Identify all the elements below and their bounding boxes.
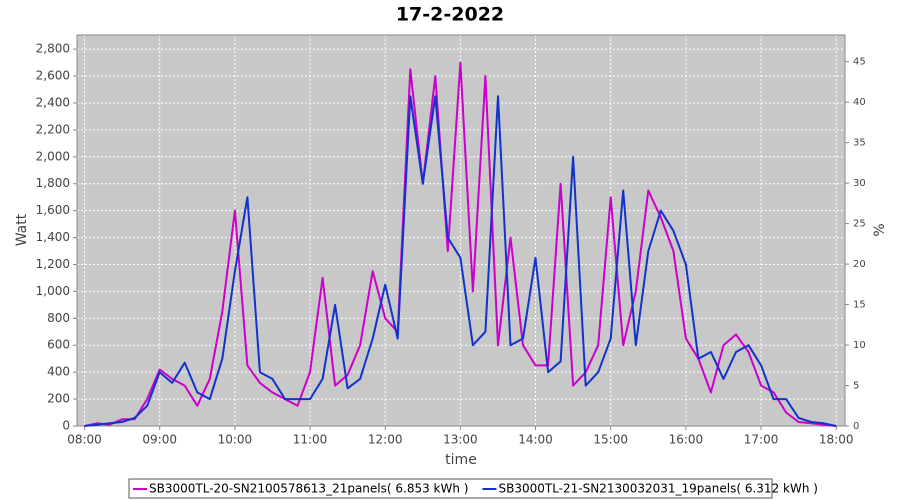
y-tick-label: 1,200 [36, 257, 70, 271]
series-line [84, 61, 837, 427]
y-tick-label: 1,400 [36, 230, 70, 244]
x-tick-label: 12:00 [368, 433, 403, 447]
x-tick-label: 11:00 [293, 433, 328, 447]
y-tick-label: 2,600 [36, 69, 70, 83]
y-tick-label: 2,800 [36, 42, 70, 56]
x-tick-label: 17:00 [744, 433, 779, 447]
y-axis-title: Watt [14, 213, 30, 246]
x-tick-label: 15:00 [593, 433, 628, 447]
legend [128, 478, 773, 499]
y2-tick-label: 5 [853, 381, 859, 392]
y2-tick-label: 25 [853, 219, 866, 230]
y2-tick-label: 0 [853, 421, 859, 432]
legend-label: SB3000TL-20-SN2100578613_21panels( 6.853… [149, 482, 468, 496]
y2-tick-label: 30 [853, 178, 866, 189]
y2-tick-label: 15 [853, 300, 866, 311]
y2-tick-label: 40 [853, 97, 866, 108]
y-tick-label: 400 [47, 365, 70, 379]
y-tick-label: 1,000 [36, 284, 70, 298]
plot-area [77, 35, 845, 426]
y-tick-label: 2,200 [36, 122, 70, 136]
y-tick-label: 1,600 [36, 203, 70, 217]
chart-title: 17-2-2022 [396, 4, 504, 26]
y2-tick-label: 35 [853, 138, 866, 149]
x-tick-label: 14:00 [518, 433, 553, 447]
y-tick-label: 600 [47, 338, 70, 352]
x-tick-label: 09:00 [142, 433, 177, 447]
x-tick-label: 13:00 [443, 433, 478, 447]
y-tick-label: 1,800 [36, 176, 70, 190]
x-tick-label: 16:00 [669, 433, 704, 447]
x-tick-label: 18:00 [819, 433, 854, 447]
y-tick-label: 0 [62, 419, 70, 433]
y2-axis-title: % [872, 223, 888, 236]
y-tick-label: 800 [47, 311, 70, 325]
y2-tick-label: 10 [853, 340, 866, 351]
y-tick-label: 2,400 [36, 95, 70, 109]
x-tick-label: 08:00 [67, 433, 102, 447]
y-tick-label: 2,000 [36, 149, 70, 163]
legend-label: SB3000TL-21-SN2130032031_19panels( 6.312… [498, 482, 817, 496]
series-line [84, 95, 837, 427]
x-axis-title: time [445, 452, 477, 468]
y2-tick-label: 20 [853, 259, 866, 270]
y2-tick-label: 45 [853, 57, 866, 68]
plot-border [76, 34, 846, 427]
y-tick-label: 200 [47, 392, 70, 406]
x-tick-label: 10:00 [218, 433, 253, 447]
